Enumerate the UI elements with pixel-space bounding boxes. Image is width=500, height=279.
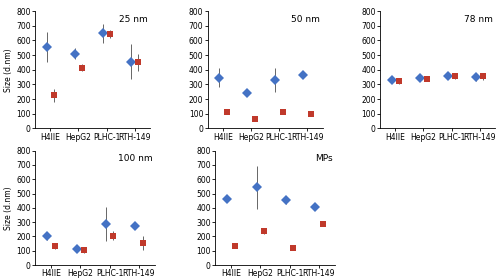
Text: MPs: MPs (315, 154, 332, 163)
Text: 50 nm: 50 nm (292, 15, 320, 24)
Y-axis label: Size (d.nm): Size (d.nm) (4, 48, 14, 92)
Y-axis label: Size (d.nm): Size (d.nm) (4, 186, 14, 230)
Text: 78 nm: 78 nm (464, 15, 492, 24)
Text: 100 nm: 100 nm (118, 154, 152, 163)
Text: 25 nm: 25 nm (119, 15, 148, 24)
